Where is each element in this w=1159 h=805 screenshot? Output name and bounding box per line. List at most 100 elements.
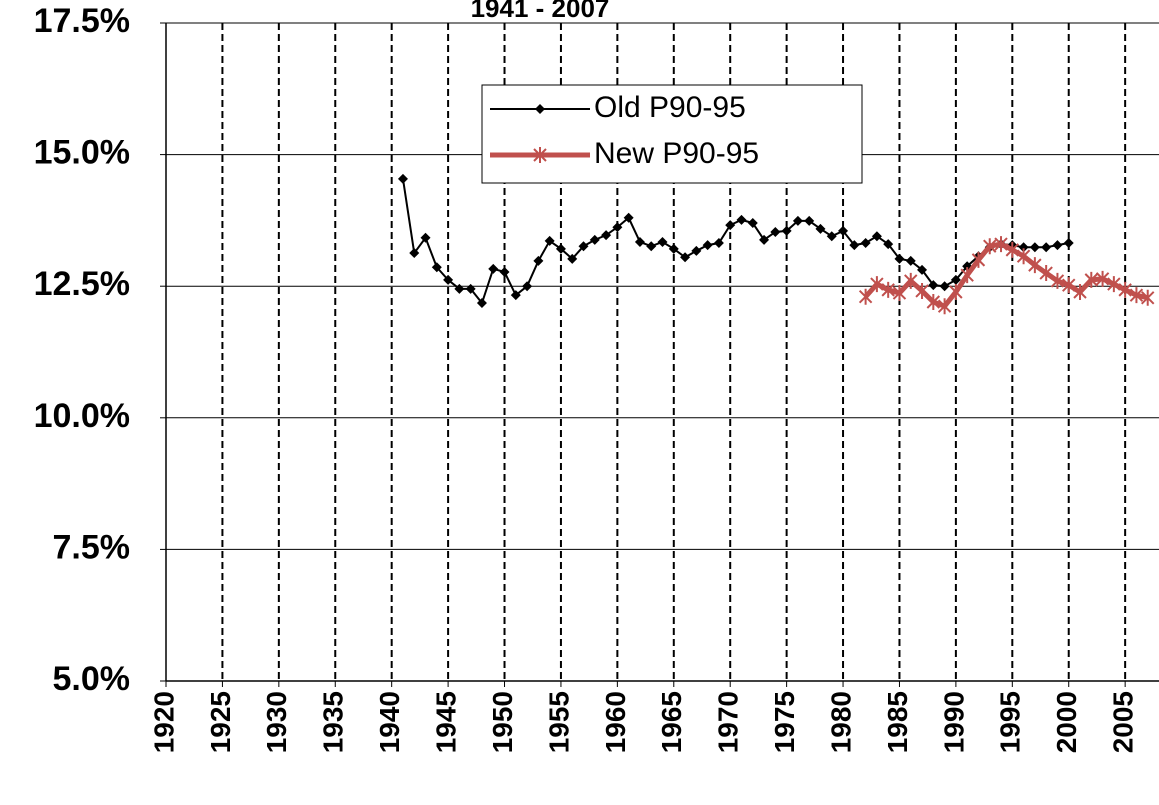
- marker: [544, 235, 555, 246]
- marker: [510, 290, 521, 301]
- y-tick-label: 10.0%: [34, 397, 130, 435]
- y-tick-label: 15.0%: [34, 134, 130, 172]
- marker: [1052, 240, 1063, 251]
- marker: [1107, 276, 1121, 293]
- marker: [849, 240, 860, 251]
- x-tick-label: 1960: [600, 691, 631, 753]
- marker: [892, 285, 907, 302]
- marker: [691, 245, 702, 256]
- x-tick-label: 2005: [1108, 691, 1139, 753]
- marker: [960, 267, 974, 284]
- x-tick-label: 1955: [543, 691, 574, 753]
- x-tick-label: 1945: [430, 691, 461, 753]
- marker: [781, 225, 792, 236]
- marker: [409, 248, 420, 259]
- marker: [804, 215, 815, 226]
- marker: [578, 241, 589, 252]
- x-tick-label: 2000: [1051, 691, 1082, 753]
- marker: [1129, 287, 1144, 304]
- marker: [770, 226, 781, 237]
- marker: [871, 231, 882, 242]
- marker: [1029, 242, 1040, 253]
- marker: [533, 255, 544, 266]
- marker: [725, 220, 736, 231]
- marker: [939, 281, 950, 292]
- marker: [680, 252, 691, 263]
- marker: [860, 238, 871, 249]
- marker: [668, 243, 679, 254]
- chart-title: 1941 - 2007: [471, 0, 610, 23]
- marker: [488, 263, 499, 274]
- x-tick-label: 1975: [769, 691, 800, 753]
- y-tick-label: 7.5%: [53, 528, 131, 566]
- x-tick-label: 1965: [656, 691, 687, 753]
- x-tick-label: 1990: [938, 691, 969, 753]
- marker: [1050, 272, 1065, 289]
- marker: [1039, 265, 1053, 282]
- marker: [915, 282, 929, 299]
- marker: [917, 264, 928, 275]
- marker: [904, 272, 918, 289]
- y-tick-label: 17.5%: [34, 2, 130, 40]
- marker: [612, 222, 623, 233]
- legend-label: Old P90-95: [594, 91, 746, 124]
- marker: [983, 238, 997, 255]
- x-tick-label: 1940: [374, 691, 405, 753]
- marker: [759, 234, 770, 245]
- marker: [476, 298, 487, 309]
- marker: [926, 293, 941, 310]
- marker: [634, 236, 645, 247]
- marker: [533, 147, 547, 163]
- x-tick-label: 1995: [995, 691, 1026, 753]
- marker: [1005, 241, 1020, 258]
- marker: [646, 241, 657, 252]
- marker: [905, 255, 916, 266]
- marker: [443, 274, 454, 285]
- marker: [567, 253, 578, 264]
- x-tick-label: 1935: [318, 691, 349, 753]
- marker: [937, 298, 952, 315]
- marker: [1041, 242, 1052, 253]
- marker: [702, 240, 713, 251]
- legend-box: [481, 84, 863, 184]
- marker: [589, 234, 600, 245]
- y-tick-label: 5.0%: [53, 660, 131, 698]
- marker: [713, 238, 724, 249]
- marker: [894, 253, 905, 264]
- marker: [736, 214, 747, 225]
- marker: [1063, 238, 1074, 249]
- marker: [657, 236, 668, 247]
- marker: [1062, 277, 1076, 294]
- marker: [971, 251, 986, 268]
- marker: [1084, 271, 1099, 288]
- marker: [950, 274, 961, 285]
- marker: [1073, 283, 1087, 300]
- x-tick-label: 1920: [148, 691, 179, 753]
- marker: [994, 236, 1008, 253]
- x-tick-label: 1930: [261, 691, 292, 753]
- marker: [792, 215, 803, 226]
- marker: [949, 283, 963, 300]
- x-tick-label: 1985: [882, 691, 913, 753]
- legend-label: New P90-95: [594, 137, 759, 170]
- x-tick-label: 1970: [713, 691, 744, 753]
- marker: [883, 239, 894, 250]
- marker: [881, 281, 895, 298]
- marker: [601, 230, 612, 241]
- x-tick-label: 1925: [205, 691, 236, 753]
- marker: [623, 212, 634, 223]
- marker: [535, 104, 545, 114]
- marker: [465, 283, 476, 294]
- x-tick-label: 1980: [825, 691, 856, 753]
- marker: [928, 280, 939, 291]
- y-tick-label: 12.5%: [34, 265, 130, 303]
- marker: [1095, 270, 1110, 287]
- marker: [858, 288, 873, 305]
- marker: [1141, 289, 1155, 306]
- marker: [499, 266, 510, 277]
- marker: [838, 225, 849, 236]
- marker: [747, 218, 758, 229]
- x-tick-label: 1950: [487, 691, 518, 753]
- marker: [826, 231, 837, 242]
